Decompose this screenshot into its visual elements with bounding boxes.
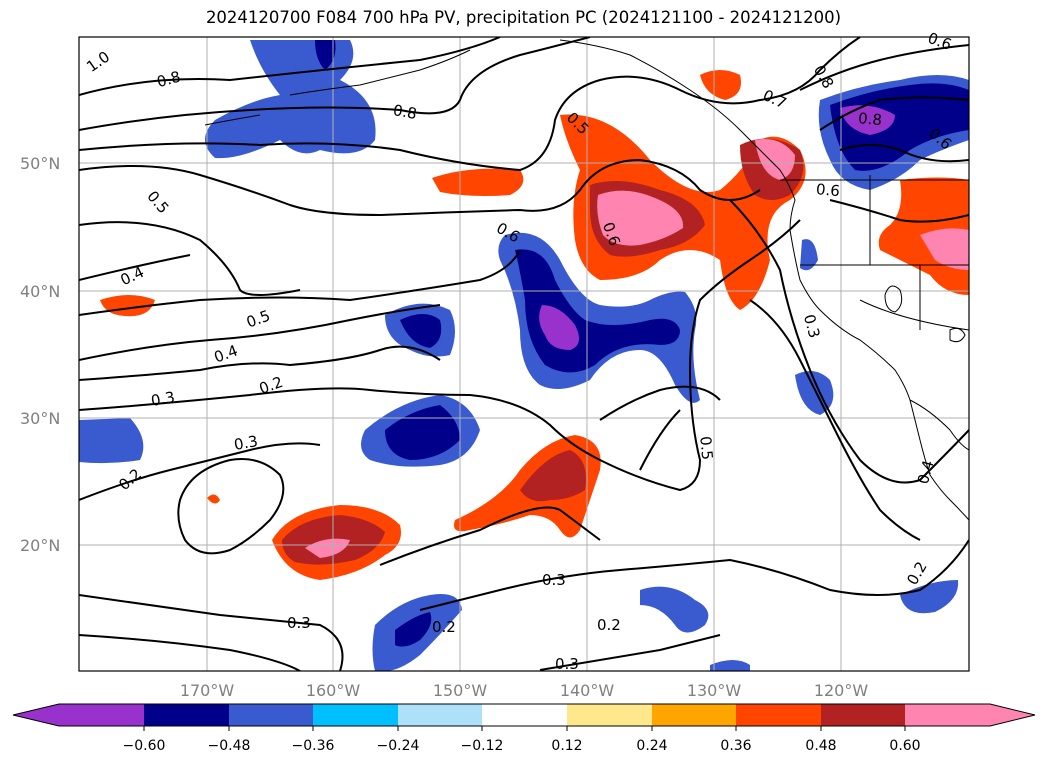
contour-label: 0.5 <box>696 435 716 460</box>
negative-precip-region <box>640 586 709 633</box>
contour-label: 0.3 <box>555 655 579 673</box>
colorbar-tick-label: 0.24 <box>636 738 667 754</box>
colorbar-segment <box>736 704 821 726</box>
colorbar-tick-label: 0.36 <box>720 738 751 754</box>
map-frame <box>78 36 970 672</box>
contour-label: 0.2 <box>257 373 286 398</box>
contour-label: 0.2 <box>115 465 145 494</box>
contour-label: 0.6 <box>815 180 840 200</box>
colorbar: −0.60 −0.48 −0.36 −0.24 −0.12 0.12 0.24 … <box>12 703 1036 754</box>
contour-label: 0.3 <box>542 571 566 589</box>
lat-label: 50°N <box>20 154 60 173</box>
contour-label: 0.3 <box>287 614 311 632</box>
contour-label: 0.4 <box>212 341 241 366</box>
positive-precip-region <box>700 70 741 100</box>
coastlines <box>204 39 969 521</box>
lon-label: 170°W <box>180 681 235 700</box>
negative-precip-region <box>795 371 834 415</box>
lon-labels: 170°W 160°W 150°W 140°W 130°W 120°W <box>180 681 869 700</box>
contour-label: 0.5 <box>143 187 172 217</box>
negative-precip-region <box>800 239 818 271</box>
contour-label: 0.7 <box>760 86 789 112</box>
lon-label: 130°W <box>687 681 742 700</box>
contour-label: 0.4 <box>914 458 938 486</box>
colorbar-segment <box>229 704 313 726</box>
pv-contours <box>79 37 969 671</box>
contour-label: 0.2 <box>432 618 456 636</box>
colorbar-segment <box>567 704 652 726</box>
contour-label: 0.8 <box>857 109 882 129</box>
contour-label: 0.3 <box>150 388 177 410</box>
negative-precip-region <box>710 660 750 671</box>
negative-precip-region <box>900 580 959 614</box>
colorbar-segment <box>821 704 905 726</box>
colorbar-segment <box>482 704 567 726</box>
contour-label: 0.3 <box>233 432 260 454</box>
contour-label: 0.8 <box>155 68 183 92</box>
contour-label: 0.8 <box>392 101 419 123</box>
contour-label: 0.2 <box>903 558 931 588</box>
lon-label: 150°W <box>433 681 488 700</box>
contour-label: 1.0 <box>83 47 113 75</box>
negative-precip-region <box>205 40 376 159</box>
colorbar-segment <box>144 704 229 726</box>
positive-precip-region <box>432 168 524 196</box>
contour-label: 0.8 <box>810 62 838 92</box>
colorbar-tick-label: −0.36 <box>292 738 335 754</box>
colorbar-min-extension <box>13 704 59 726</box>
colorbar-segment <box>905 704 990 726</box>
lat-label: 40°N <box>20 282 60 301</box>
lat-label: 20°N <box>20 536 60 555</box>
precipitation-shading <box>79 40 969 671</box>
lon-label: 160°W <box>306 681 361 700</box>
contour-label: 0.2 <box>597 616 621 634</box>
contour-label: 0.4 <box>118 263 147 289</box>
colorbar-tick-label: −0.12 <box>461 738 504 754</box>
colorbar-tick-label: 0.48 <box>805 738 836 754</box>
contour-label: 0.5 <box>244 306 273 331</box>
colorbar-tick-label: −0.60 <box>123 738 166 754</box>
colorbar-segment <box>398 704 482 726</box>
colorbar-tick-label: −0.24 <box>377 738 420 754</box>
map-title: 2024120700 F084 700 hPa PV, precipitatio… <box>205 8 842 27</box>
lat-labels: 50°N 40°N 30°N 20°N <box>20 154 60 555</box>
colorbar-tick-label: 0.60 <box>889 738 920 754</box>
colorbar-max-extension <box>990 704 1035 726</box>
colorbar-tick-label: −0.48 <box>208 738 251 754</box>
negative-precip-region <box>79 418 144 464</box>
lon-label: 120°W <box>814 681 869 700</box>
contour-label: 0.3 <box>800 312 824 340</box>
colorbar-segment <box>313 704 398 726</box>
lon-label: 140°W <box>560 681 615 700</box>
colorbar-tick-label: 0.12 <box>551 738 582 754</box>
lat-label: 30°N <box>20 409 60 428</box>
colorbar-segment <box>59 704 144 726</box>
colorbar-segment <box>652 704 736 726</box>
